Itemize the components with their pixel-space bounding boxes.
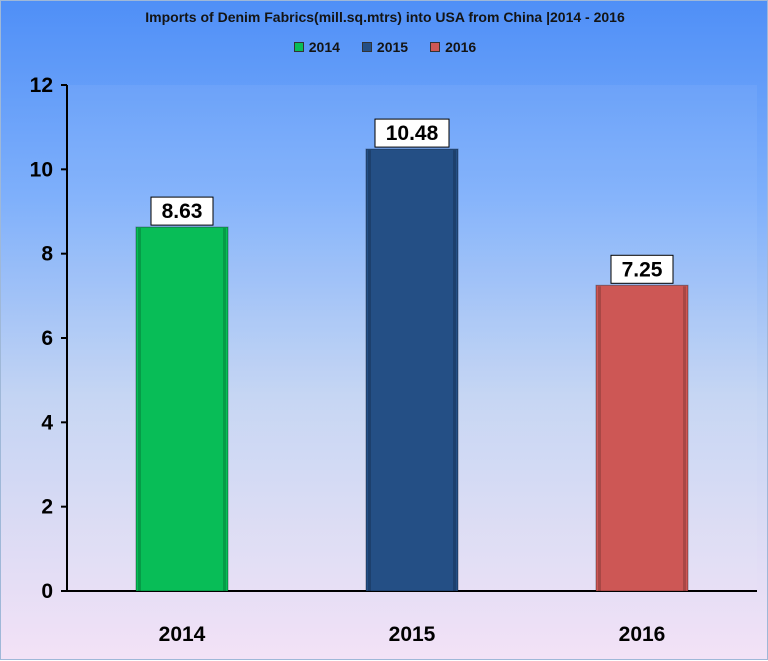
legend-swatch-2015 <box>361 42 372 52</box>
bar-edge-right <box>223 228 226 591</box>
y-tick-label: 2 <box>41 496 53 519</box>
legend-label-2015: 2015 <box>376 39 409 55</box>
bar-edge-left <box>598 286 601 591</box>
y-tick-label: 8 <box>41 243 53 266</box>
legend-item-2016: 2016 <box>430 39 476 55</box>
data-label-2014: 8.63 <box>162 200 203 223</box>
legend-item-2014: 2014 <box>293 39 340 55</box>
bar-2016 <box>595 284 689 592</box>
data-label-box <box>610 254 674 284</box>
legend-swatch-2016 <box>430 42 441 52</box>
legend: 2014 2015 2016 <box>1 39 768 55</box>
data-label-box <box>150 196 214 226</box>
legend-item-2015: 2015 <box>361 39 409 55</box>
y-tick-label: 0 <box>41 580 53 603</box>
legend-label-2016: 2016 <box>445 39 477 55</box>
y-tick-label: 4 <box>41 411 53 434</box>
x-category-label-2014: 2014 <box>159 623 206 646</box>
legend-label-2014: 2014 <box>308 39 340 55</box>
chart-title: Imports of Denim Fabrics(mill.sq.mtrs) i… <box>145 9 625 25</box>
bar-edge-left <box>138 228 141 591</box>
x-category-label-2015: 2015 <box>389 623 436 646</box>
data-label-2016: 7.25 <box>622 258 663 281</box>
bar-edge-right <box>453 150 456 592</box>
bar-edge-right <box>683 286 686 591</box>
legend-swatch-2014 <box>293 42 304 52</box>
data-label-2015: 10.48 <box>386 122 439 145</box>
bar-edge-left <box>368 150 371 592</box>
bar-2015 <box>365 148 459 592</box>
data-label-box <box>374 118 450 148</box>
y-tick-label: 12 <box>30 74 53 97</box>
y-tick-label: 10 <box>30 158 53 181</box>
x-category-label-2016: 2016 <box>619 623 666 646</box>
y-tick-label: 6 <box>41 327 53 350</box>
bar-2014 <box>135 226 229 592</box>
